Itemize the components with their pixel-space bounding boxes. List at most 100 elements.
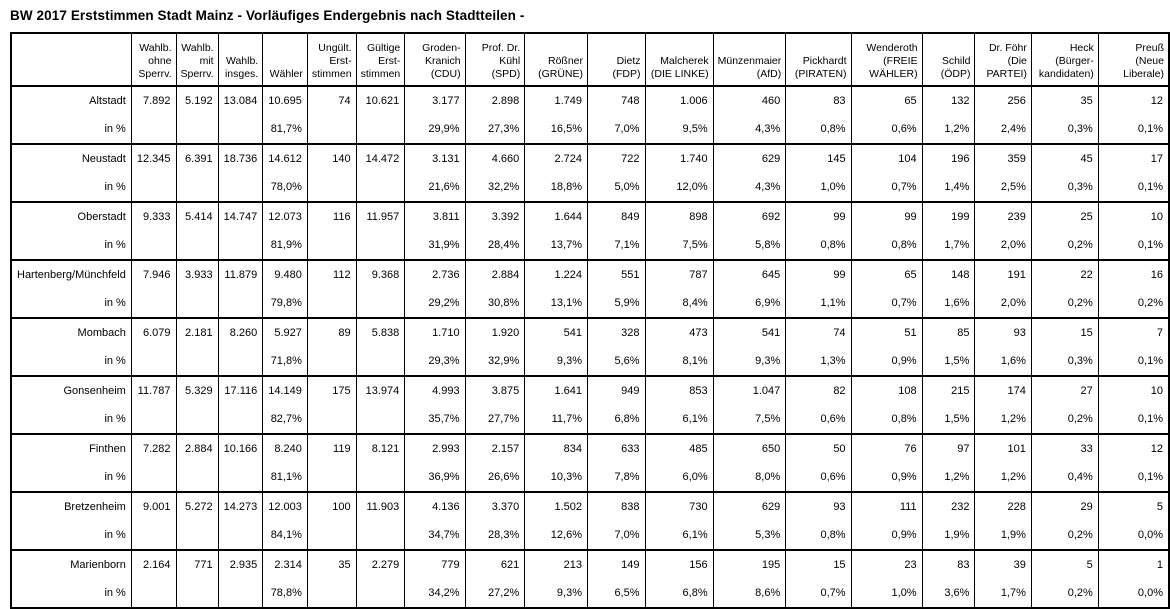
- count-cell: 2.724: [524, 143, 588, 173]
- district-count-row: Altstadt 7.892 5.192 13.084 10.695 74 10.621 3.…: [10, 85, 1169, 115]
- count-cell: 156: [644, 549, 714, 579]
- count-cell: 148: [921, 259, 975, 289]
- percent-cell: 6,1%: [644, 521, 714, 550]
- percent-cell: [175, 405, 219, 434]
- percent-cell: 7,0%: [587, 115, 646, 144]
- percent-cell: 5,6%: [587, 347, 646, 376]
- percent-cell: 0,2%: [1097, 289, 1169, 318]
- count-cell: 15: [785, 549, 852, 579]
- percent-cell: 9,3%: [712, 347, 786, 376]
- column-header: Dietz (FDP): [587, 33, 646, 87]
- percent-cell: 1,1%: [785, 289, 852, 318]
- percent-cell: 81,1%: [262, 463, 308, 492]
- percent-cell: 13,7%: [524, 231, 588, 260]
- count-cell: 14.472: [355, 143, 405, 173]
- count-cell: 2.884: [175, 433, 219, 463]
- count-cell: 10: [1097, 201, 1169, 231]
- count-cell: 3.875: [464, 375, 525, 405]
- count-cell: 9.480: [262, 259, 308, 289]
- percent-cell: [175, 231, 219, 260]
- percent-cell: 0,8%: [785, 231, 852, 260]
- count-cell: 12.003: [262, 491, 308, 521]
- percent-cell: 13,1%: [524, 289, 588, 318]
- count-cell: 12.073: [262, 201, 308, 231]
- count-cell: 228: [974, 491, 1032, 521]
- district-percent-row: in % 81,7% 29,9% 27,3% 16,5% 7,0% 9,5% 4,3% 0,8%…: [10, 115, 1169, 144]
- count-cell: 1.224: [524, 259, 588, 289]
- percent-cell: 6,0%: [644, 463, 714, 492]
- count-cell: 116: [306, 201, 357, 231]
- count-cell: 65: [850, 259, 923, 289]
- count-cell: 4.993: [404, 375, 466, 405]
- district-percent-row: in % 82,7% 35,7% 27,7% 11,7% 6,8% 6,1% 7,5% 0,6%…: [10, 405, 1169, 434]
- percent-cell: 3,6%: [921, 579, 975, 608]
- district-count-row: Neustadt 12.345 6.391 18.736 14.612 140 14.472…: [10, 143, 1169, 173]
- percent-cell: 0,7%: [850, 173, 923, 202]
- count-cell: 1.047: [712, 375, 786, 405]
- count-cell: 1.006: [644, 85, 714, 115]
- percent-cell: 6,8%: [587, 405, 646, 434]
- count-cell: 2.157: [464, 433, 525, 463]
- percent-cell: [217, 463, 263, 492]
- count-cell: 39: [974, 549, 1032, 579]
- percent-cell: 8,6%: [712, 579, 786, 608]
- percent-cell: 1,2%: [974, 463, 1032, 492]
- percent-cell: [355, 289, 405, 318]
- percent-row-label: in %: [10, 289, 132, 318]
- count-cell: 1.502: [524, 491, 588, 521]
- column-header: Schild (ÖDP): [921, 33, 975, 87]
- percent-cell: 1,0%: [785, 173, 852, 202]
- count-cell: 10.695: [262, 85, 308, 115]
- percent-cell: [217, 347, 263, 376]
- percent-cell: 8,1%: [644, 347, 714, 376]
- count-cell: 215: [921, 375, 975, 405]
- percent-cell: [355, 405, 405, 434]
- percent-cell: [130, 579, 176, 608]
- count-cell: 45: [1030, 143, 1099, 173]
- column-header: Ungült. Erst- stimmen: [306, 33, 357, 87]
- percent-cell: 2,0%: [974, 289, 1032, 318]
- percent-cell: 27,7%: [464, 405, 525, 434]
- count-cell: 1.644: [524, 201, 588, 231]
- count-cell: 175: [306, 375, 357, 405]
- count-cell: 213: [524, 549, 588, 579]
- percent-cell: 0,2%: [1030, 231, 1099, 260]
- count-cell: 101: [974, 433, 1032, 463]
- count-cell: 3.177: [404, 85, 466, 115]
- count-cell: 645: [712, 259, 786, 289]
- percent-cell: [130, 231, 176, 260]
- percent-cell: 4,3%: [712, 173, 786, 202]
- count-cell: 35: [306, 549, 357, 579]
- percent-cell: 8,0%: [712, 463, 786, 492]
- count-cell: 2.736: [404, 259, 466, 289]
- count-cell: 17: [1097, 143, 1169, 173]
- count-cell: 834: [524, 433, 588, 463]
- district-percent-row: in % 78,8% 34,2% 27,2% 9,3% 6,5% 6,8% 8,6% 0,7% 1…: [10, 579, 1169, 608]
- percent-cell: 28,3%: [464, 521, 525, 550]
- district-name: Marienborn: [10, 549, 132, 579]
- count-cell: 629: [712, 143, 786, 173]
- count-cell: 5: [1030, 549, 1099, 579]
- count-cell: 27: [1030, 375, 1099, 405]
- percent-cell: 0,0%: [1097, 521, 1169, 550]
- count-cell: 1.920: [464, 317, 525, 347]
- percent-cell: [175, 347, 219, 376]
- percent-cell: 78,0%: [262, 173, 308, 202]
- percent-cell: 36,9%: [404, 463, 466, 492]
- count-cell: 853: [644, 375, 714, 405]
- count-cell: 7.946: [130, 259, 176, 289]
- count-cell: 779: [404, 549, 466, 579]
- count-cell: 11.879: [217, 259, 263, 289]
- column-header: Wahlb. mit Sperrv.: [175, 33, 219, 87]
- district-count-row: Bretzenheim 9.001 5.272 14.273 12.003 100 11.9…: [10, 491, 1169, 521]
- percent-cell: 29,2%: [404, 289, 466, 318]
- percent-cell: 0,1%: [1097, 347, 1169, 376]
- count-cell: 100: [306, 491, 357, 521]
- percent-cell: [355, 579, 405, 608]
- column-header: Pickhardt (PIRATEN): [785, 33, 852, 87]
- count-cell: 23: [850, 549, 923, 579]
- percent-cell: 9,3%: [524, 347, 588, 376]
- percent-cell: 7,1%: [587, 231, 646, 260]
- percent-cell: [355, 115, 405, 144]
- percent-cell: [130, 115, 176, 144]
